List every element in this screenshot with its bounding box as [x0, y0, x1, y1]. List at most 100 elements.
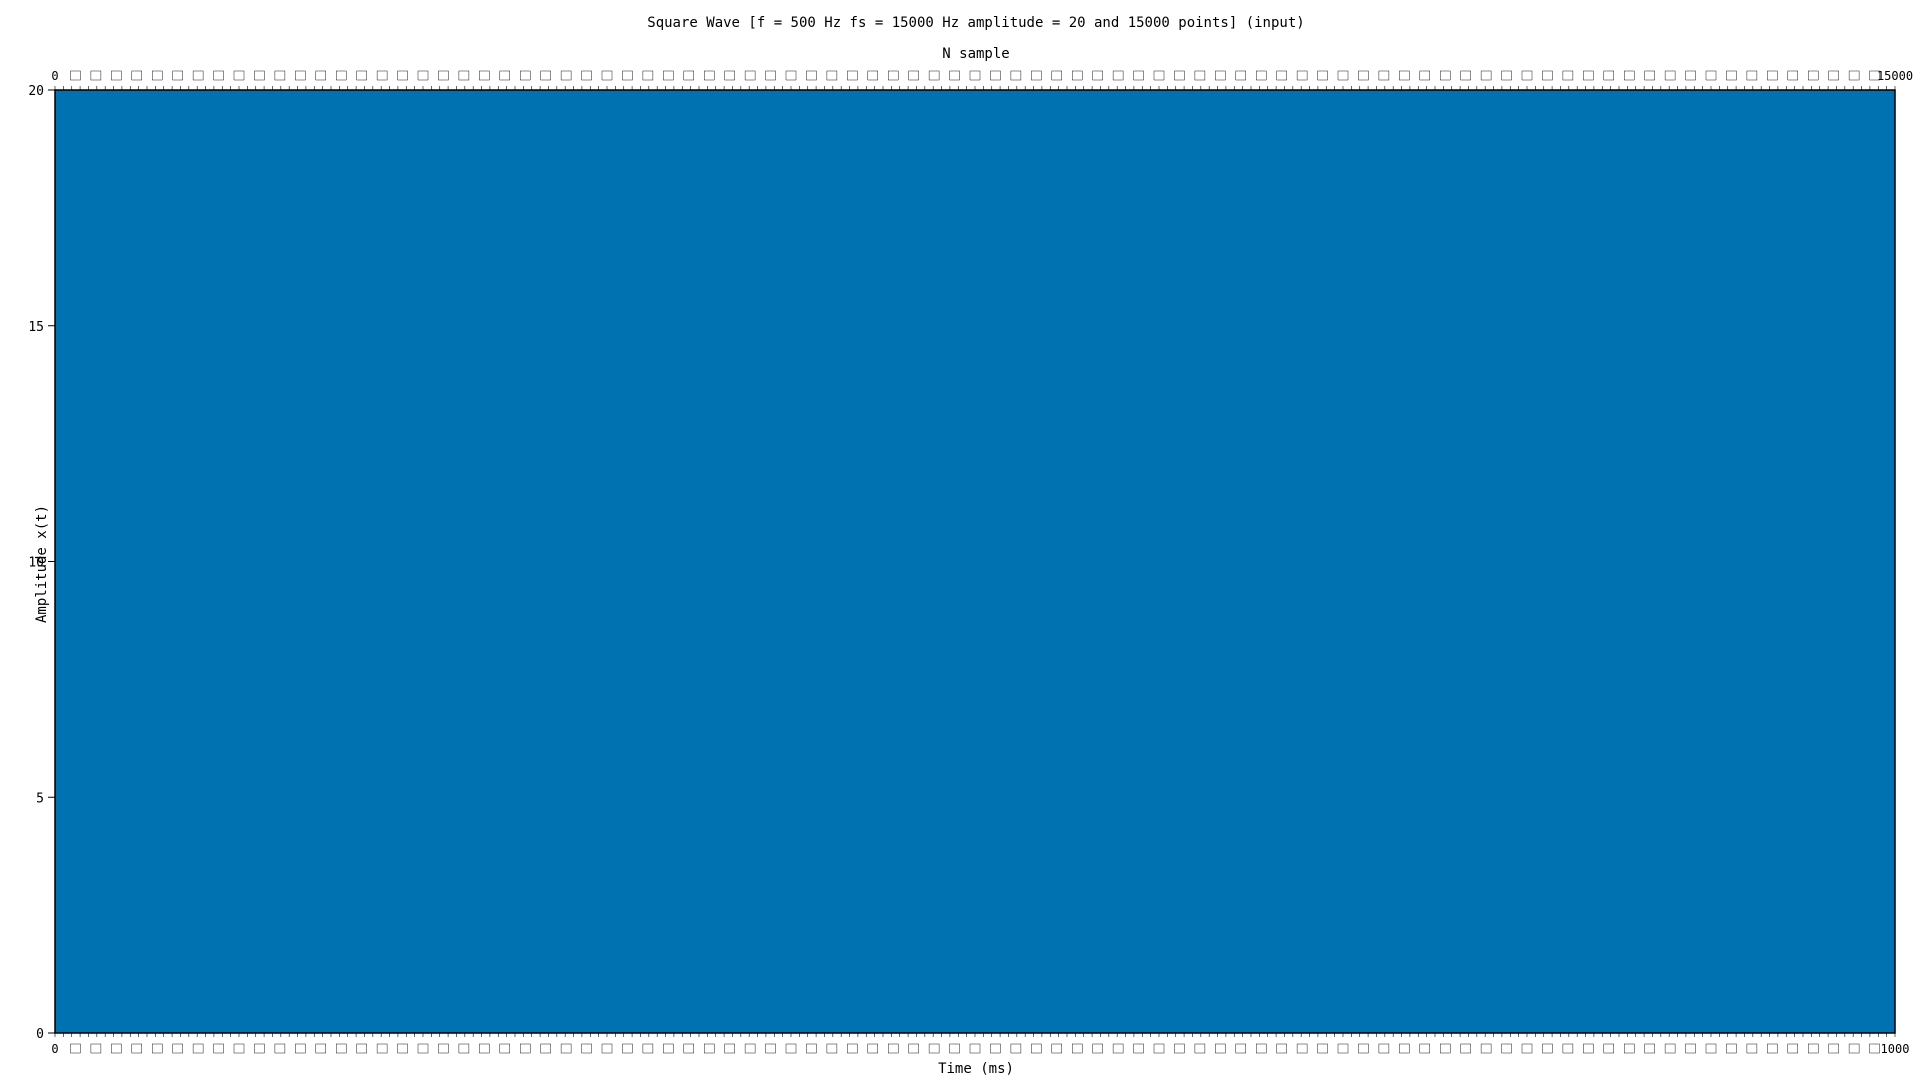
x-dense-label-67	[1419, 1043, 1431, 1054]
x2-dense-label-88	[1848, 70, 1860, 81]
x-dense-label-80	[1685, 1043, 1696, 1054]
x-dense-label-58	[1235, 1043, 1247, 1054]
plot-layer	[54, 89, 1896, 1034]
x-dense-label-77	[1623, 1043, 1635, 1054]
x-dense-label-27	[601, 1043, 613, 1054]
x-dense-label-12	[295, 1043, 306, 1054]
x-dense-label-81	[1705, 1043, 1717, 1054]
x2-dense-label-64	[1358, 70, 1369, 81]
x-dense-label-45	[969, 1043, 981, 1054]
x-dense-label-23	[519, 1043, 531, 1054]
x2-dense-label-59	[1255, 70, 1267, 81]
x-dense-label-57	[1215, 1043, 1226, 1054]
x-dense-label-78	[1644, 1043, 1655, 1054]
x-dense-label-41	[887, 1043, 899, 1054]
x-dense-label-21	[479, 1043, 490, 1054]
x2-dense-label-12	[295, 70, 306, 81]
x-dense-label-62	[1317, 1043, 1328, 1054]
x-dense-label-34	[744, 1043, 756, 1054]
x2-dense-label-46	[990, 70, 1001, 81]
x-dense-label-82	[1726, 1043, 1737, 1054]
x2-axis-label: N sample	[942, 46, 1009, 62]
x-dense-label-4	[131, 1043, 143, 1054]
x-dense-label-66	[1399, 1043, 1410, 1054]
x2-dense-label-75	[1583, 70, 1594, 81]
x2-dense-label-4	[131, 70, 143, 81]
x2-dense-label-71	[1501, 70, 1512, 81]
x-dense-label-14	[335, 1043, 347, 1054]
x-dense-label-89	[1869, 1043, 1880, 1054]
x2-dense-label-10	[254, 70, 265, 81]
x-tick-label-first: 0	[51, 1042, 58, 1056]
x2-dense-label-54	[1153, 70, 1165, 81]
x2-dense-label-40	[867, 70, 879, 81]
x-dense-label-56	[1194, 1043, 1206, 1054]
x-dense-label-65	[1378, 1043, 1390, 1054]
x-dense-label-49	[1051, 1043, 1063, 1054]
x-dense-label-5	[151, 1043, 163, 1054]
x-dense-label-48	[1031, 1043, 1042, 1054]
x-dense-label-75	[1583, 1043, 1594, 1054]
x-dense-label-46	[990, 1043, 1001, 1054]
x2-dense-label-17	[397, 70, 408, 81]
y-tick-label-15: 15	[28, 320, 44, 335]
x-dense-label-6	[172, 1043, 183, 1054]
x2-dense-label-89	[1869, 70, 1880, 81]
x2-dense-label-57	[1215, 70, 1226, 81]
x2-dense-label-7	[192, 70, 204, 81]
x2-dense-label-30	[663, 70, 674, 81]
x2-dense-label-76	[1603, 70, 1615, 81]
x2-tick-label-first: 0	[51, 69, 58, 83]
x-dense-label-35	[765, 1043, 776, 1054]
x2-dense-label-66	[1399, 70, 1410, 81]
x-dense-label-53	[1133, 1043, 1144, 1054]
x-dense-label-52	[1112, 1043, 1124, 1054]
x2-dense-label-74	[1562, 70, 1574, 81]
x-axis-label: Time (ms)	[938, 1061, 1014, 1077]
x2-dense-label-8	[213, 70, 224, 81]
x2-dense-label-42	[908, 70, 919, 81]
x-dense-label-17	[397, 1043, 408, 1054]
x2-dense-label-13	[315, 70, 327, 81]
x-dense-label-64	[1358, 1043, 1369, 1054]
x2-dense-label-80	[1685, 70, 1696, 81]
x2-dense-label-24	[540, 70, 551, 81]
x2-dense-label-86	[1807, 70, 1819, 81]
x-dense-label-79	[1664, 1043, 1676, 1054]
y-axis: 0 5 10 15 20	[28, 84, 55, 1042]
x-dense-label-32	[703, 1043, 715, 1054]
x-dense-label-83	[1746, 1043, 1758, 1054]
x-tick-label-last: 1000	[1881, 1042, 1910, 1056]
x-dense-label-68	[1439, 1043, 1451, 1054]
x-dense-label-38	[826, 1043, 838, 1054]
x-dense-label-22	[499, 1043, 511, 1054]
y-tick-label-20: 20	[28, 84, 44, 99]
x-dense-label-40	[867, 1043, 879, 1054]
x2-dense-label-70	[1480, 70, 1492, 81]
x2-dense-label-63	[1337, 70, 1349, 81]
x2-dense-label-3	[111, 70, 122, 81]
x-dense-label-1	[70, 1043, 81, 1054]
x2-dense-label-65	[1378, 70, 1390, 81]
x-dense-label-50	[1071, 1043, 1083, 1054]
x-dense-label-44	[949, 1043, 960, 1054]
x2-dense-label-82	[1726, 70, 1737, 81]
x2-dense-label-56	[1194, 70, 1206, 81]
plot-frame	[54, 89, 1896, 1034]
x-dense-label-84	[1767, 1043, 1778, 1054]
x2-dense-label-73	[1542, 70, 1553, 81]
x-dense-label-13	[315, 1043, 327, 1054]
x-dense-label-8	[213, 1043, 224, 1054]
x-dense-label-29	[642, 1043, 654, 1054]
x-dense-label-71	[1501, 1043, 1512, 1054]
x2-dense-label-9	[233, 70, 245, 81]
x2-dense-label-87	[1828, 70, 1839, 81]
x-axis: 0 1000	[51, 1033, 1909, 1056]
x-dense-label-76	[1603, 1043, 1615, 1054]
x2-dense-label-43	[928, 70, 940, 81]
x-dense-label-7	[192, 1043, 204, 1054]
x2-dense-label-33	[724, 70, 735, 81]
series-area-0	[54, 89, 1896, 1034]
x-dense-label-86	[1807, 1043, 1819, 1054]
y-axis-label: Amplitude x(t)	[34, 505, 50, 623]
